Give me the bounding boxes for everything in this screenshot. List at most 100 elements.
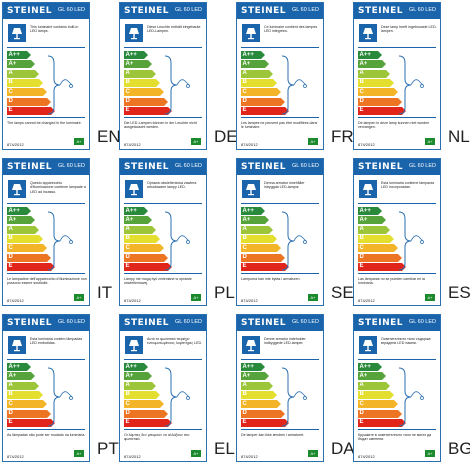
bracket-icon bbox=[163, 55, 193, 120]
energy-label-se: STEINEL GL 60 LED Denna armatur innehåller… bbox=[236, 158, 324, 306]
included-class-badge: A+ bbox=[191, 138, 201, 145]
label-text-top: Esta luminária contém lâmpadas LED embut… bbox=[30, 337, 83, 346]
bracket-icon bbox=[163, 211, 193, 276]
language-code-bg: BG bbox=[448, 439, 470, 458]
bracket-icon bbox=[397, 55, 427, 120]
included-class-badge: A+ bbox=[74, 450, 84, 457]
brand-logo: STEINEL bbox=[124, 6, 170, 16]
model-name: GL 60 LED bbox=[291, 163, 319, 169]
bracket-icon bbox=[397, 367, 427, 432]
label-text-bottom: Крушките в осветителното тяло не могат д… bbox=[358, 433, 432, 442]
model-name: GL 60 LED bbox=[291, 7, 319, 13]
bracket-icon bbox=[46, 55, 76, 120]
energy-label-da: STEINEL GL 60 LED Denne armatur indeholder… bbox=[236, 314, 324, 462]
divider bbox=[241, 203, 319, 204]
label-header: STEINEL GL 60 LED bbox=[354, 3, 440, 19]
model-name: GL 60 LED bbox=[174, 163, 202, 169]
included-class-badge: A+ bbox=[308, 294, 318, 301]
divider bbox=[124, 429, 202, 430]
label-header: STEINEL GL 60 LED bbox=[3, 3, 89, 19]
included-class-badge: A+ bbox=[191, 450, 201, 457]
brand-logo: STEINEL bbox=[358, 318, 404, 328]
lamp-icon bbox=[359, 336, 377, 354]
language-code-it: IT bbox=[97, 283, 113, 302]
divider bbox=[241, 117, 319, 118]
label-header: STEINEL GL 60 LED bbox=[120, 315, 206, 331]
bracket-icon bbox=[280, 211, 310, 276]
lamp-icon bbox=[8, 24, 26, 42]
brand-logo: STEINEL bbox=[241, 318, 287, 328]
label-text-top: Oprawa oświetleniowa zawiera wbudowane l… bbox=[147, 181, 197, 190]
included-class-badge: A+ bbox=[425, 294, 435, 301]
bracket-icon bbox=[46, 211, 76, 276]
divider bbox=[124, 117, 202, 118]
label-text-bottom: Les lampes ne peuvent pas être modifiées… bbox=[241, 121, 318, 130]
energy-label-pl: STEINEL GL 60 LED Oprawa oświetleniowa zaw… bbox=[119, 158, 207, 306]
energy-label-bg: STEINEL GL 60 LED Осветителното тяло съдър… bbox=[353, 314, 441, 462]
label-header: STEINEL GL 60 LED bbox=[237, 3, 323, 19]
bracket-icon bbox=[163, 367, 193, 432]
lamp-icon bbox=[125, 180, 143, 198]
brand-logo: STEINEL bbox=[124, 318, 170, 328]
regulation-number: 874/2012 bbox=[7, 454, 24, 459]
energy-label-pt: STEINEL GL 60 LED Esta luminária contém lâ… bbox=[2, 314, 90, 462]
model-name: GL 60 LED bbox=[174, 7, 202, 13]
label-header: STEINEL GL 60 LED bbox=[120, 3, 206, 19]
regulation-number: 874/2012 bbox=[7, 142, 24, 147]
brand-logo: STEINEL bbox=[7, 318, 53, 328]
label-text-bottom: Le lampadine dell'apparecchio d'illumina… bbox=[7, 277, 87, 286]
model-name: GL 60 LED bbox=[291, 319, 319, 325]
model-name: GL 60 LED bbox=[408, 319, 436, 325]
brand-logo: STEINEL bbox=[7, 162, 53, 172]
included-class-badge: A+ bbox=[425, 450, 435, 457]
language-code-de: DE bbox=[214, 127, 238, 146]
lamp-icon bbox=[8, 180, 26, 198]
regulation-number: 874/2012 bbox=[241, 298, 258, 303]
label-header: STEINEL GL 60 LED bbox=[3, 315, 89, 331]
divider bbox=[358, 429, 436, 430]
divider bbox=[7, 273, 85, 274]
language-code-es: ES bbox=[448, 283, 470, 302]
divider bbox=[241, 359, 319, 360]
lamp-icon bbox=[242, 336, 260, 354]
regulation-number: 874/2012 bbox=[358, 454, 375, 459]
language-code-se: SE bbox=[331, 283, 354, 302]
brand-logo: STEINEL bbox=[358, 162, 404, 172]
language-code-en: EN bbox=[97, 127, 121, 146]
lamp-icon bbox=[125, 24, 143, 42]
brand-logo: STEINEL bbox=[124, 162, 170, 172]
divider bbox=[358, 117, 436, 118]
language-code-fr: FR bbox=[331, 127, 354, 146]
energy-label-en: STEINEL GL 60 LED This luminaire contains … bbox=[2, 2, 90, 150]
label-text-bottom: Lampy nie mogą być zmieniane w oprawie o… bbox=[124, 277, 192, 286]
energy-label-de: STEINEL GL 60 LED Diese Leuchte enthält ei… bbox=[119, 2, 207, 150]
language-code-el: EL bbox=[214, 439, 235, 458]
label-header: STEINEL GL 60 LED bbox=[354, 159, 440, 175]
regulation-number: 874/2012 bbox=[7, 298, 24, 303]
lamp-icon bbox=[125, 336, 143, 354]
bracket-icon bbox=[280, 55, 310, 120]
model-name: GL 60 LED bbox=[57, 163, 85, 169]
label-text-bottom: Οι λάμπες δεν μπορούν να αλλάξουν στο φω… bbox=[124, 433, 190, 442]
bracket-icon bbox=[397, 211, 427, 276]
model-name: GL 60 LED bbox=[174, 319, 202, 325]
lamp-icon bbox=[242, 24, 260, 42]
label-header: STEINEL GL 60 LED bbox=[237, 159, 323, 175]
divider bbox=[358, 359, 436, 360]
regulation-number: 874/2012 bbox=[358, 298, 375, 303]
label-text-bottom: Die LED-Lampen können in der Leuchte nic… bbox=[124, 121, 197, 130]
lamp-icon bbox=[8, 336, 26, 354]
label-text-top: Deze lamp heeft ingebouwde LED-lampen. bbox=[381, 25, 437, 34]
included-class-badge: A+ bbox=[425, 138, 435, 145]
label-text-top: Denna armatur innehåller inbyggda LED-la… bbox=[264, 181, 305, 190]
divider bbox=[124, 47, 202, 48]
regulation-number: 874/2012 bbox=[241, 142, 258, 147]
brand-logo: STEINEL bbox=[241, 6, 287, 16]
regulation-number: 874/2012 bbox=[358, 142, 375, 147]
label-text-top: Esta luminaria contiene lámparas LED inc… bbox=[381, 181, 435, 190]
divider bbox=[7, 359, 85, 360]
bracket-icon bbox=[46, 367, 76, 432]
label-text-top: Denne armatur indeholder indbyggede LED-… bbox=[264, 337, 306, 346]
label-text-top: Diese Leuchte enthält eingebaute LED-Lam… bbox=[147, 25, 201, 34]
included-class-badge: A+ bbox=[74, 294, 84, 301]
